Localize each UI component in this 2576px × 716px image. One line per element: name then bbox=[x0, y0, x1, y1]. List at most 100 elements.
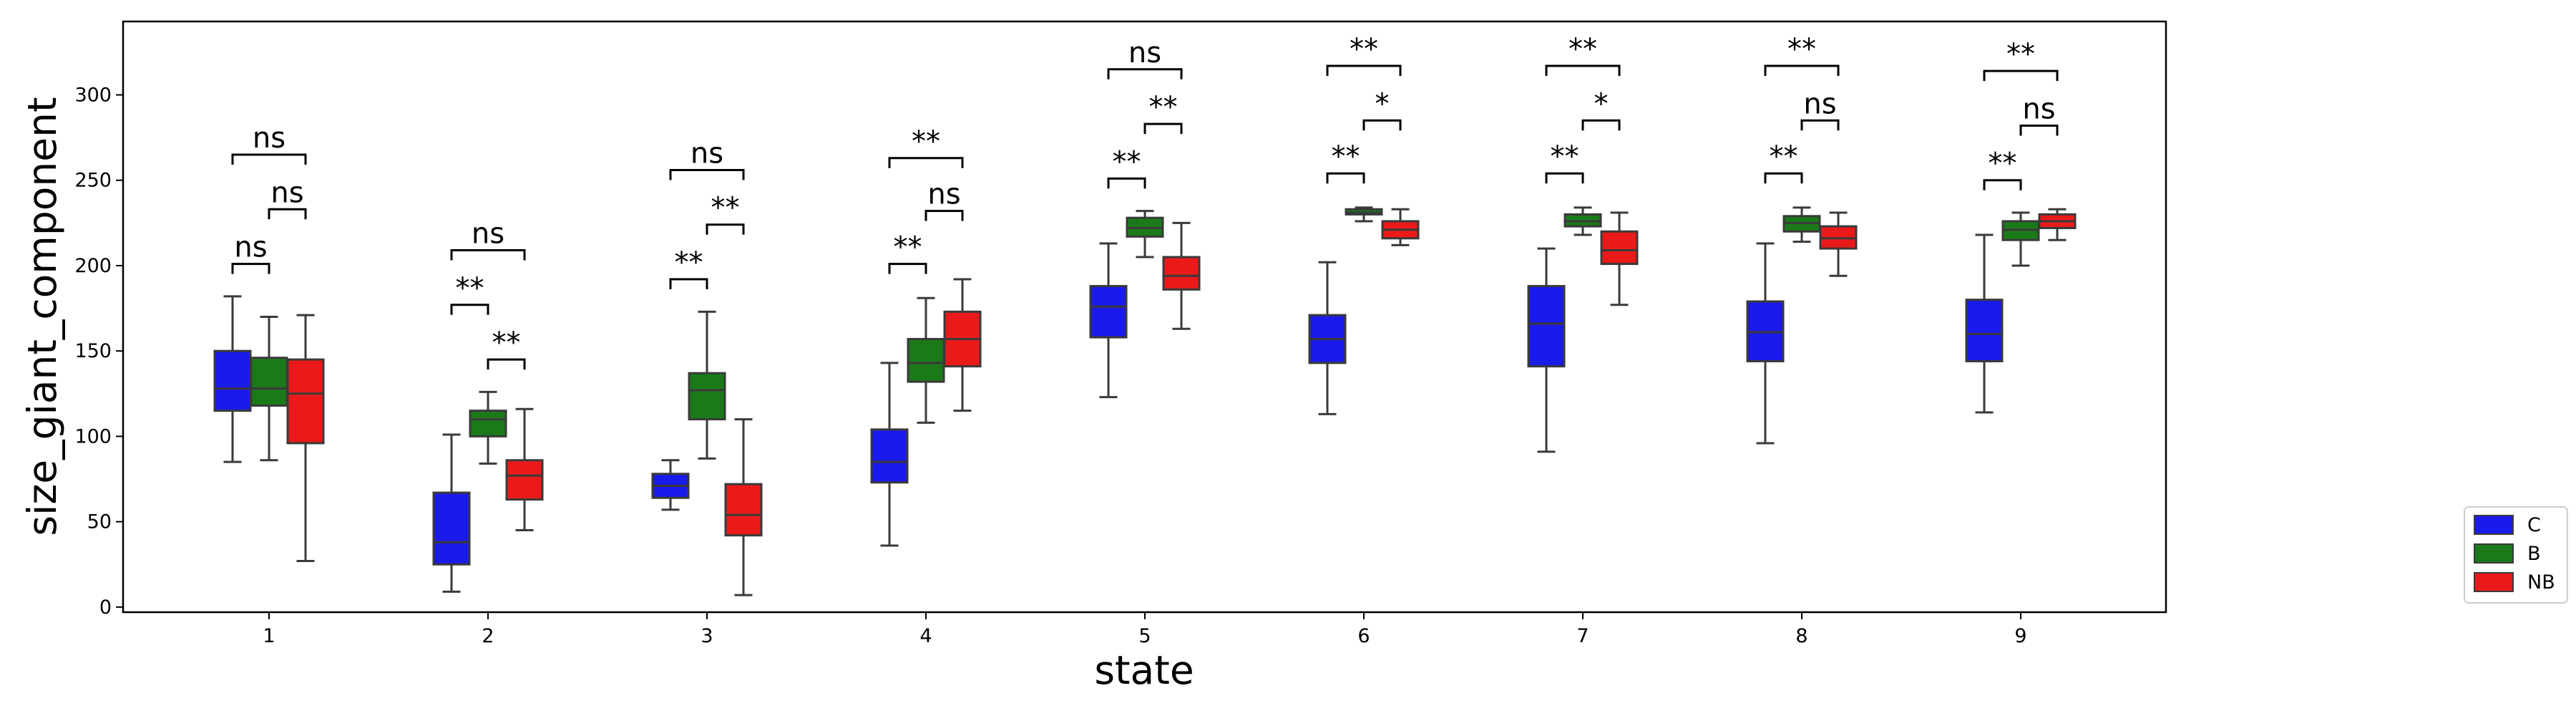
bracket-line bbox=[888, 263, 927, 274]
box-iqr bbox=[724, 483, 763, 537]
box-C-9 bbox=[1965, 233, 2004, 414]
significance-label: ns bbox=[270, 176, 303, 209]
box-NB-8 bbox=[1819, 211, 1858, 277]
y-axis: 0 50 100 150 200 250 300 bbox=[74, 84, 123, 619]
significance-bracket: * bbox=[1581, 87, 1621, 131]
x-tick-label: 3 bbox=[701, 625, 713, 647]
box-iqr bbox=[432, 491, 471, 566]
box-NB-6 bbox=[1381, 208, 1420, 246]
significance-bracket: ** bbox=[487, 326, 526, 370]
significance-bracket: ** bbox=[1764, 140, 1803, 184]
box-B-4 bbox=[907, 296, 945, 424]
significance-label: ns bbox=[1128, 37, 1161, 69]
bracket-line bbox=[450, 304, 489, 315]
significance-label: ** bbox=[1551, 140, 1579, 173]
significance-label: ** bbox=[456, 272, 484, 305]
significance-bracket: ** bbox=[1545, 140, 1584, 184]
significance-label: ** bbox=[894, 231, 922, 264]
bracket-line bbox=[1545, 172, 1584, 184]
significance-bracket: ns bbox=[268, 176, 307, 220]
significance-label: ** bbox=[1568, 33, 1597, 66]
y-tick-label: 200 bbox=[74, 255, 112, 277]
y-tick-label: 100 bbox=[74, 425, 112, 448]
series-NB bbox=[286, 208, 2077, 596]
plot-area bbox=[122, 20, 2167, 614]
box-iqr bbox=[1089, 285, 1128, 339]
significance-label: ** bbox=[2006, 38, 2035, 71]
bracket-line bbox=[231, 153, 307, 165]
bracket-line bbox=[1362, 119, 1402, 131]
significance-bracket: ns bbox=[669, 137, 745, 180]
bracket-line bbox=[1143, 122, 1183, 135]
bracket-line bbox=[924, 210, 964, 221]
box-iqr bbox=[250, 357, 288, 407]
bracket-line bbox=[450, 249, 526, 261]
box-iqr bbox=[1965, 299, 2004, 362]
bracket-line bbox=[1107, 177, 1146, 189]
bracket-line bbox=[1800, 119, 1840, 131]
bracket-line bbox=[1764, 172, 1803, 184]
significance-label: ** bbox=[492, 326, 521, 359]
bracket-line bbox=[706, 223, 745, 235]
box-NB-3 bbox=[724, 418, 763, 596]
box-B-1 bbox=[250, 316, 288, 462]
significance-bracket: ** bbox=[1107, 145, 1146, 189]
significance-bracket: ** bbox=[1983, 147, 2022, 190]
bracket-line bbox=[1326, 172, 1365, 184]
significance-bracket: ns bbox=[231, 122, 307, 165]
significance-bracket: ** bbox=[1764, 33, 1840, 76]
box-iqr bbox=[469, 410, 507, 437]
bracket-line bbox=[487, 358, 526, 370]
legend: CB NB bbox=[2464, 506, 2568, 604]
box-NB-1 bbox=[286, 314, 325, 562]
y-axis-title: size_giant_component bbox=[19, 97, 65, 536]
box-iqr bbox=[1527, 285, 1566, 368]
significance-label: ns bbox=[691, 137, 723, 170]
significance-label: ** bbox=[912, 125, 940, 158]
significance-bracket: ** bbox=[669, 246, 708, 290]
significance-label: * bbox=[1594, 87, 1609, 120]
box-B-9 bbox=[2001, 211, 2040, 267]
significance-label: ** bbox=[1149, 91, 1178, 124]
bracket-line bbox=[1983, 69, 2059, 82]
legend-label: C bbox=[2527, 514, 2541, 536]
box-B-6 bbox=[1345, 206, 1383, 223]
bracket-line bbox=[669, 278, 708, 290]
box-B-3 bbox=[688, 310, 726, 460]
bracket-line bbox=[1983, 179, 2022, 190]
legend-item-B: B bbox=[2474, 543, 2541, 565]
box-C-4 bbox=[870, 362, 909, 547]
significance-label: * bbox=[1375, 87, 1390, 120]
significance-label: ** bbox=[1332, 140, 1360, 173]
significance-label: ** bbox=[1113, 145, 1141, 178]
significance-label: ns bbox=[2022, 92, 2055, 125]
significance-label: ns bbox=[253, 122, 286, 155]
significance-label: ** bbox=[675, 246, 703, 279]
significance-bracket: ** bbox=[706, 192, 745, 235]
legend-label: NB bbox=[2527, 571, 2555, 594]
legend-swatch bbox=[2474, 543, 2514, 563]
x-axis: 1 2 3 4 5 6 7 8 9 bbox=[263, 612, 2027, 647]
box-NB-4 bbox=[943, 278, 982, 412]
significance-bracket: ns bbox=[924, 178, 964, 221]
significance-label: ** bbox=[1770, 140, 1798, 173]
y-tick-label: 150 bbox=[74, 340, 112, 362]
significance-bracket: ** bbox=[1545, 33, 1621, 76]
significance-bracket: ** bbox=[888, 125, 964, 168]
bracket-line bbox=[1581, 119, 1621, 131]
x-tick-label: 5 bbox=[1138, 625, 1151, 647]
significance-label: ** bbox=[711, 192, 740, 225]
box-B-7 bbox=[1563, 206, 1602, 236]
significance-bracket: ** bbox=[1326, 33, 1402, 76]
bracket-line bbox=[888, 157, 964, 168]
significance-label: ns bbox=[472, 218, 504, 251]
bracket-line bbox=[669, 168, 745, 180]
significance-bracket: ** bbox=[1983, 38, 2059, 82]
x-tick-label: 1 bbox=[263, 625, 275, 647]
box-C-7 bbox=[1527, 247, 1566, 453]
box-NB-5 bbox=[1162, 221, 1201, 330]
y-tick-label: 0 bbox=[99, 596, 112, 619]
x-tick-label: 6 bbox=[1357, 625, 1370, 647]
box-C-6 bbox=[1308, 261, 1347, 415]
